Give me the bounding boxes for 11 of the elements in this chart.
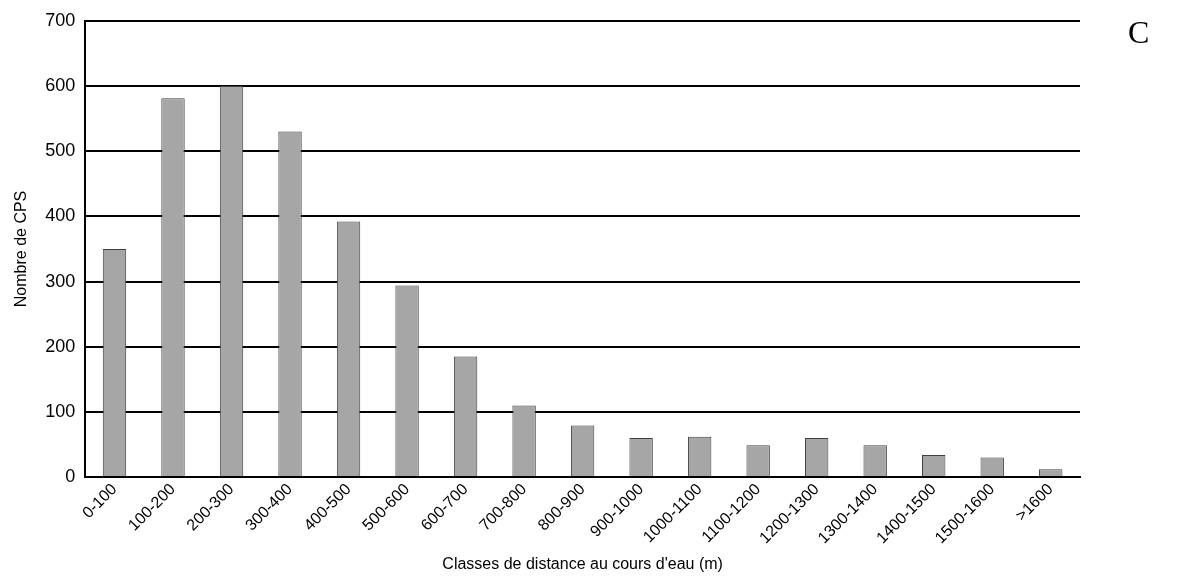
x-axis-title: Classes de distance au cours d'eau (m) [442, 554, 723, 572]
y-axis-title: Nombre de CPS [12, 190, 30, 308]
y-tick-label: 300 [45, 270, 76, 291]
y-tick-label: 0 [65, 466, 76, 487]
y-tick-label: 500 [45, 140, 76, 161]
y-tick-label: 200 [45, 335, 76, 356]
y-tick-label: 400 [45, 205, 76, 226]
y-tick-label: 600 [45, 74, 76, 95]
text: C [1128, 14, 1150, 51]
y-tick-label: 700 [45, 9, 76, 30]
y-tick-label: 100 [45, 400, 76, 421]
